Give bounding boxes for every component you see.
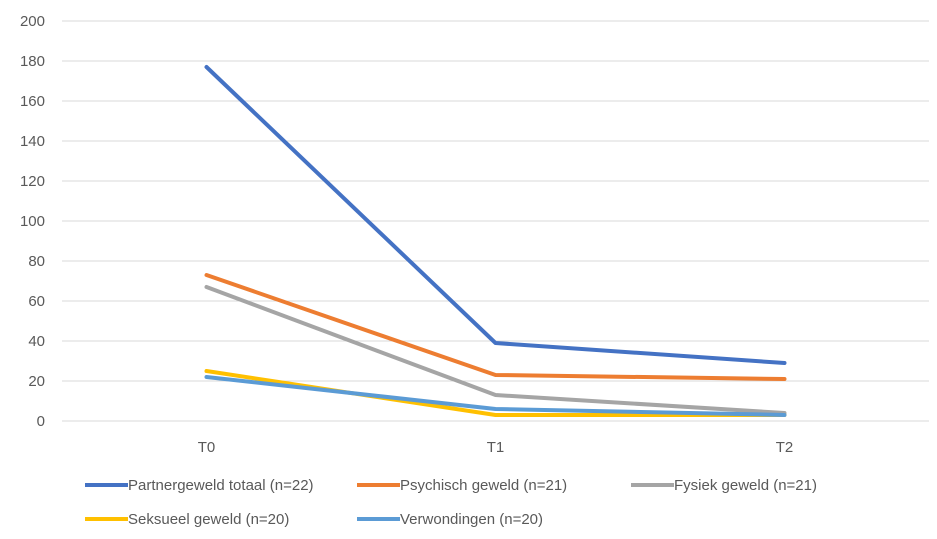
legend-label: Verwondingen (n=20) [400,511,543,528]
legend-item: Partnergeweld totaal (n=22) [85,477,314,494]
y-tick-label: 80 [28,253,45,270]
legend: Partnergeweld totaal (n=22) Psychisch gew… [85,477,817,528]
legend-item: Verwondingen (n=20) [357,511,543,528]
y-tick-label: 0 [37,413,45,430]
series-line-2 [204,273,787,381]
x-tick-label: T0 [198,439,216,456]
legend-item: Psychisch geweld (n=21) [357,477,567,494]
y-tick-label: 140 [20,133,45,150]
y-tick-label: 20 [28,373,45,390]
legend-label: Fysiek geweld (n=21) [674,477,817,494]
legend-label: Partnergeweld totaal (n=22) [128,477,314,494]
y-tick-label: 180 [20,53,45,70]
legend-item: Seksueel geweld (n=20) [85,511,289,528]
x-tick-label: T2 [776,439,794,456]
x-axis-tick-labels: T0 T1 T2 [198,439,794,456]
y-tick-label: 40 [28,333,45,350]
legend-label: Seksueel geweld (n=20) [128,511,289,528]
legend-label: Psychisch geweld (n=21) [400,477,567,494]
series-line-5 [204,375,787,417]
y-tick-label: 160 [20,93,45,110]
y-tick-label: 60 [28,293,45,310]
x-tick-label: T1 [487,439,505,456]
series-line-1 [204,65,787,365]
y-tick-label: 120 [20,173,45,190]
y-tick-label: 100 [20,213,45,230]
legend-item: Fysiek geweld (n=21) [631,477,817,494]
y-axis-tick-labels: 0 20 40 60 80 100 120 140 160 180 200 [20,13,45,430]
series-line-3 [204,285,787,415]
gridlines [62,20,929,422]
series-lines [204,65,787,417]
y-tick-label: 200 [20,13,45,30]
